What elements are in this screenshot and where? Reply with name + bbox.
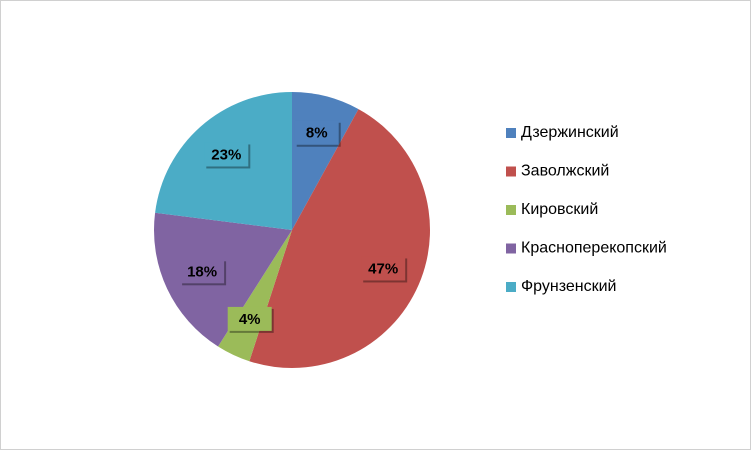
legend-label: Фрунзенский	[521, 278, 616, 295]
data-label: 4%	[239, 311, 261, 328]
data-label-box	[361, 256, 406, 281]
data-label-box	[180, 259, 225, 284]
data-label: 8%	[306, 125, 328, 142]
legend-label: Дзержинский	[521, 124, 619, 141]
data-label: 47%	[368, 260, 398, 277]
data-label-box	[294, 120, 339, 145]
data-label-box	[227, 306, 272, 331]
legend-label: Заволжский	[521, 163, 609, 180]
legend-swatch	[506, 243, 516, 254]
data-label: 18%	[187, 263, 217, 280]
legend-swatch	[506, 282, 516, 292]
data-label: 23%	[211, 146, 241, 163]
legend-label: Краснoперекопский	[521, 240, 667, 257]
pie-slice	[249, 109, 431, 369]
legend-swatch	[506, 205, 516, 215]
legend-swatch	[506, 128, 516, 138]
data-label-box	[204, 142, 249, 167]
legend-label: Кировский	[521, 201, 598, 218]
legend-swatch	[506, 166, 516, 177]
